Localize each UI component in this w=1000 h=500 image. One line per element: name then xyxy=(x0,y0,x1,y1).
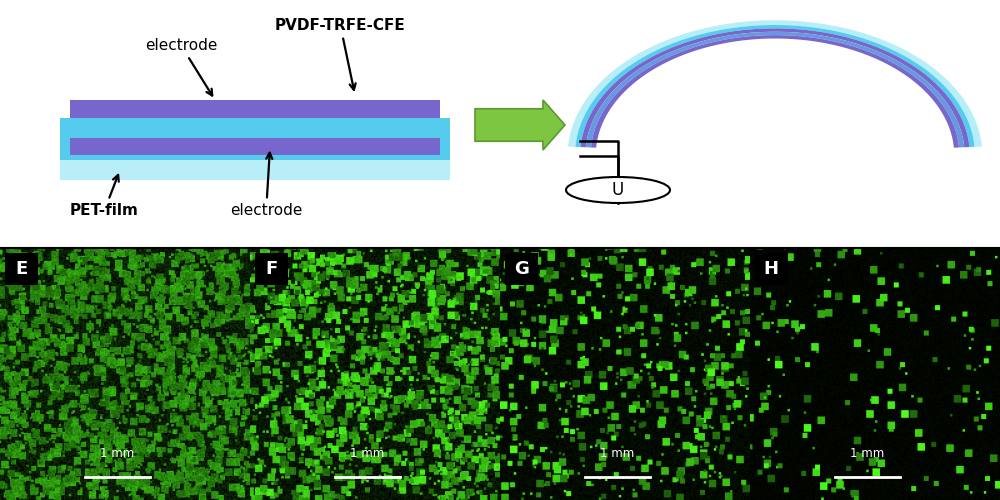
Bar xyxy=(70,138,440,155)
Polygon shape xyxy=(581,28,969,148)
Text: 1 mm: 1 mm xyxy=(100,446,135,460)
Bar xyxy=(60,118,450,138)
Bar xyxy=(5,252,38,286)
Bar xyxy=(60,125,450,180)
Text: 1 mm: 1 mm xyxy=(850,446,885,460)
Polygon shape xyxy=(568,20,982,147)
Text: F: F xyxy=(265,260,277,278)
Polygon shape xyxy=(591,35,959,148)
Text: 1 mm: 1 mm xyxy=(600,446,635,460)
Bar xyxy=(255,252,288,286)
Text: G: G xyxy=(514,260,529,278)
Bar xyxy=(755,252,788,286)
Text: electrode: electrode xyxy=(145,38,217,96)
Text: 1 mm: 1 mm xyxy=(350,446,385,460)
FancyArrow shape xyxy=(475,100,565,150)
Bar xyxy=(70,100,440,117)
Polygon shape xyxy=(575,25,975,147)
Circle shape xyxy=(566,177,670,203)
Text: U: U xyxy=(612,181,624,199)
Bar xyxy=(505,252,538,286)
Text: PVDF-TRFE-CFE: PVDF-TRFE-CFE xyxy=(275,18,406,90)
Text: H: H xyxy=(764,260,779,278)
Text: PET-film: PET-film xyxy=(70,175,139,218)
Text: electrode: electrode xyxy=(230,153,302,218)
Text: E: E xyxy=(15,260,27,278)
Polygon shape xyxy=(586,32,964,148)
Bar xyxy=(60,125,450,160)
